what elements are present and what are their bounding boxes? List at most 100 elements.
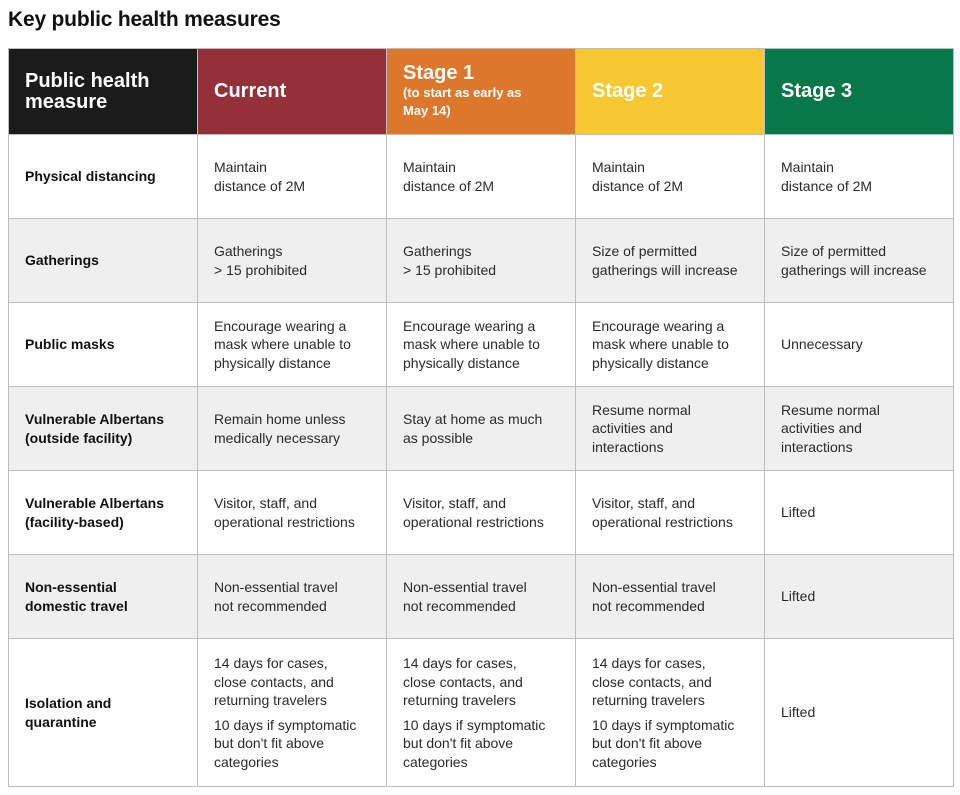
cell-line: Encourage wearing a	[403, 317, 536, 334]
cell-line: Non-essential travel	[592, 579, 716, 595]
table-row: Non-essential domestic travel Non-essentia…	[8, 554, 954, 639]
cell-paragraph: Resume normal activities and interactions	[781, 401, 945, 457]
cell-stage2: 14 days for cases, close contacts, and ret…	[575, 638, 765, 787]
header-stage1-label: Stage 1	[403, 62, 475, 84]
cell-paragraph: Maintain distance of 2M	[592, 158, 756, 195]
cell-paragraph: Maintain distance of 2M	[214, 158, 378, 195]
header-stage1-note: (to start as early as	[403, 85, 522, 100]
cell-line: Encourage wearing a	[214, 317, 347, 334]
header-measure: Public health measure	[8, 48, 198, 135]
cell-stage2: Non-essential travel not recommended	[575, 554, 765, 639]
cell-line: Resume normal	[592, 401, 691, 418]
cell-stage1: 14 days for cases, close contacts, and ret…	[386, 638, 576, 787]
cell-line: operational restrictions	[214, 513, 355, 530]
cell-line: Gatherings	[403, 243, 472, 259]
cell-line: mask where unable to	[214, 336, 351, 353]
cell-paragraph: 10 days if symptomatic but don't fit abov…	[403, 716, 567, 772]
cell-line: Maintain	[592, 159, 645, 175]
cell-line: returning travelers	[214, 692, 327, 708]
cell-current: Non-essential travel not recommended	[197, 554, 387, 639]
cell-line: > 15 prohibited	[214, 261, 308, 278]
cell-paragraph: Maintain distance of 2M	[781, 158, 945, 195]
cell-line: operational restrictions	[403, 513, 544, 530]
header-current: Current	[197, 48, 387, 135]
cell-line: operational restrictions	[592, 513, 733, 530]
page-title: Key public health measures	[8, 8, 281, 31]
cell-paragraph: Gatherings > 15 prohibited	[403, 242, 567, 279]
row-label-line: Vulnerable Albertans	[25, 411, 165, 427]
cell-current: 14 days for cases, close contacts, and ret…	[197, 638, 387, 787]
cell-stage2: Maintain distance of 2M	[575, 134, 765, 219]
cell-paragraph: Stay at home as much as possible	[403, 410, 567, 447]
table-row: Isolation and quarantine 14 days for cases…	[8, 638, 954, 787]
cell-line: 14 days for cases,	[592, 655, 706, 671]
cell-line: close contacts, and	[592, 673, 712, 690]
cell-stage2: Visitor, staff, and operational restricti…	[575, 470, 765, 555]
cell-line: not recommended	[403, 597, 516, 614]
cell-paragraph: Resume normal activities and interactions	[592, 401, 756, 457]
cell-line: Unnecessary	[781, 336, 863, 353]
cell-stage1: Gatherings > 15 prohibited	[386, 218, 576, 303]
cell-stage1: Stay at home as much as possible	[386, 386, 576, 471]
cell-stage3: Size of permitted gatherings will increas…	[764, 218, 954, 303]
row-label: Public masks	[8, 302, 198, 387]
header-stage3-label: Stage 3	[781, 80, 853, 102]
header-measure-line: Public health	[25, 69, 150, 92]
cell-line: Encourage wearing a	[592, 317, 725, 334]
cell-current: Visitor, staff, and operational restricti…	[197, 470, 387, 555]
row-label: Vulnerable Albertans (facility-based)	[8, 470, 198, 555]
cell-paragraph: Visitor, staff, and operational restricti…	[403, 494, 567, 531]
header-stage1: Stage 1 (to start as early as May 14)	[386, 48, 576, 135]
row-label-line: Physical distancing	[25, 168, 156, 185]
header-stage1-note: May 14)	[403, 103, 451, 118]
table-row: Gatherings Gatherings > 15 prohibited Gathe…	[8, 218, 954, 303]
cell-line: but don't fit above	[403, 735, 514, 751]
table-row: Physical distancing Maintain distance of 2…	[8, 134, 954, 219]
cell-line: Visitor, staff, and	[592, 495, 695, 511]
cell-line: Non-essential travel	[403, 579, 527, 595]
cell-current: Gatherings > 15 prohibited	[197, 218, 387, 303]
cell-line: physically distance	[214, 354, 331, 371]
cell-line: close contacts, and	[214, 673, 334, 690]
cell-stage1: Encourage wearing a mask where unable to p…	[386, 302, 576, 387]
row-label-line: Public masks	[25, 336, 115, 353]
cell-line: categories	[403, 753, 468, 770]
cell-line: activities and	[592, 420, 673, 437]
cell-line: 10 days if symptomatic	[403, 716, 546, 733]
table-body: Physical distancing Maintain distance of 2…	[8, 134, 954, 787]
cell-stage1: Non-essential travel not recommended	[386, 554, 576, 639]
cell-line: 14 days for cases,	[403, 655, 517, 671]
row-label-line: Isolation and	[25, 695, 112, 711]
cell-stage3: Resume normal activities and interactions	[764, 386, 954, 471]
cell-paragraph: Non-essential travel not recommended	[592, 578, 756, 615]
cell-paragraph: Maintain distance of 2M	[403, 158, 567, 195]
cell-line: Visitor, staff, and	[403, 495, 506, 511]
cell-line: not recommended	[592, 597, 705, 614]
cell-paragraph: Non-essential travel not recommended	[403, 578, 567, 615]
cell-paragraph: Remain home unless medically necessary	[214, 410, 378, 447]
cell-line: 14 days for cases,	[214, 655, 328, 671]
row-label: Physical distancing	[8, 134, 198, 219]
cell-line: 10 days if symptomatic	[214, 716, 357, 733]
cell-line: Maintain	[781, 159, 834, 175]
cell-line: distance of 2M	[214, 177, 306, 194]
cell-paragraph: 14 days for cases, close contacts, and ret…	[592, 654, 756, 710]
cell-paragraph: 10 days if symptomatic but don't fit abov…	[592, 716, 756, 772]
row-label-line: Non-essential	[25, 579, 117, 595]
cell-stage1: Visitor, staff, and operational restricti…	[386, 470, 576, 555]
cell-stage2: Encourage wearing a mask where unable to p…	[575, 302, 765, 387]
table-row: Vulnerable Albertans (outside facility) Re…	[8, 386, 954, 471]
cell-line: mask where unable to	[592, 336, 729, 353]
public-health-measures-table: Public health measure Current Stage 1 (t…	[8, 48, 954, 787]
cell-line: Non-essential travel	[214, 579, 338, 595]
cell-line: Maintain	[403, 159, 456, 175]
cell-line: Lifted	[781, 504, 816, 521]
cell-stage3: Lifted	[764, 554, 954, 639]
cell-line: categories	[592, 753, 657, 770]
header-row: Public health measure Current Stage 1 (t…	[8, 48, 954, 135]
cell-line: Resume normal	[781, 401, 880, 418]
cell-paragraph: Lifted	[781, 587, 945, 606]
cell-line: interactions	[781, 438, 853, 455]
cell-line: Stay at home as much	[403, 411, 543, 427]
table-row: Public masks Encourage wearing a mask wher…	[8, 302, 954, 387]
